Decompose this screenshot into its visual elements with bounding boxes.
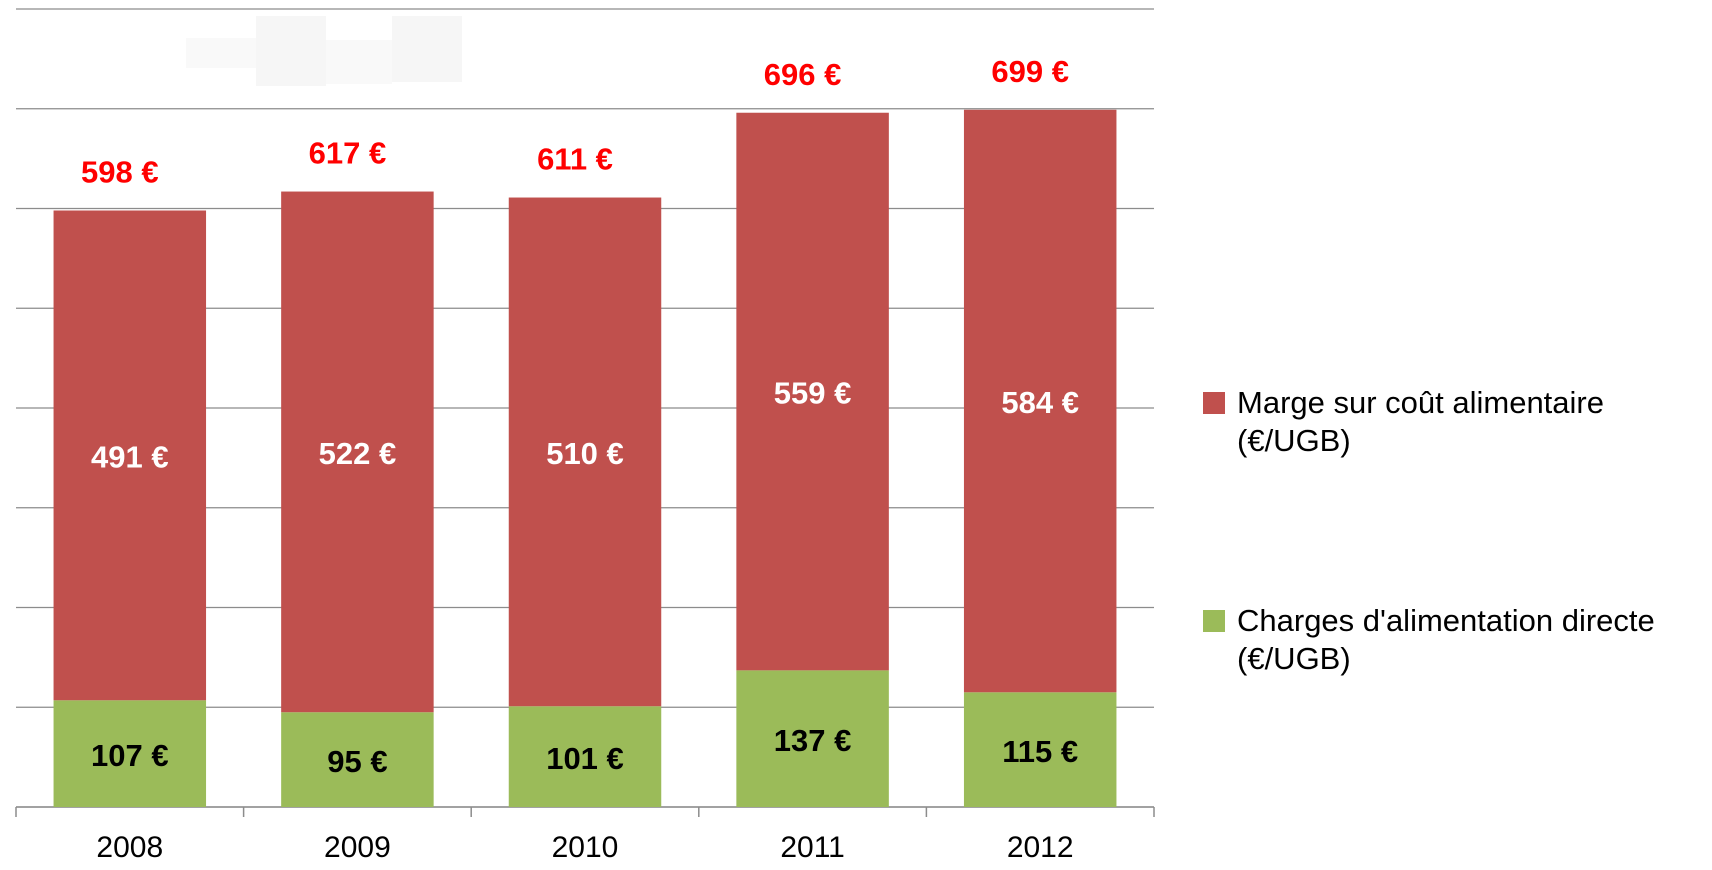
- bar-segment: [508, 197, 662, 707]
- total-label: 617 €: [309, 136, 387, 171]
- data-label: 559 €: [774, 376, 852, 411]
- data-label: 510 €: [546, 436, 624, 471]
- x-tick-label: 2009: [324, 831, 391, 864]
- total-label: 696 €: [764, 57, 842, 92]
- bar-segment: [508, 706, 662, 807]
- data-label: 522 €: [319, 436, 397, 471]
- x-tick-label: 2010: [552, 831, 619, 864]
- bar-segment: [963, 109, 1117, 693]
- legend-label: Marge sur coût alimentaire (€/UGB): [1237, 385, 1604, 458]
- legend-swatch: [1203, 392, 1225, 414]
- legend-item: Charges d'alimentation directe (€/UGB): [1203, 602, 1707, 678]
- total-label: 699 €: [991, 54, 1069, 89]
- bar-segment: [281, 191, 434, 713]
- data-label: 584 €: [1001, 385, 1079, 420]
- bar-segment: [281, 712, 434, 807]
- x-tick-label: 2011: [780, 831, 845, 864]
- total-label: 598 €: [81, 155, 159, 190]
- bar-segment: [963, 692, 1117, 807]
- data-label: 95 €: [327, 744, 387, 779]
- legend-label: Charges d'alimentation directe (€/UGB): [1237, 603, 1655, 676]
- data-label: 491 €: [91, 440, 169, 475]
- data-label: 137 €: [774, 723, 852, 758]
- legend-swatch: [1203, 610, 1225, 632]
- bar-segment: [736, 670, 889, 807]
- legend-item: Marge sur coût alimentaire (€/UGB): [1203, 384, 1707, 460]
- data-label: 107 €: [91, 738, 169, 773]
- x-tick-label: 2012: [1007, 831, 1074, 864]
- data-label: 101 €: [546, 741, 624, 776]
- bar-segment: [736, 112, 889, 671]
- x-tick-label: 2008: [96, 831, 163, 864]
- bar-segment: [53, 700, 207, 807]
- total-label: 611 €: [537, 142, 613, 177]
- data-label: 115 €: [1002, 734, 1078, 769]
- watermark: [186, 16, 462, 86]
- bar-segment: [53, 210, 207, 701]
